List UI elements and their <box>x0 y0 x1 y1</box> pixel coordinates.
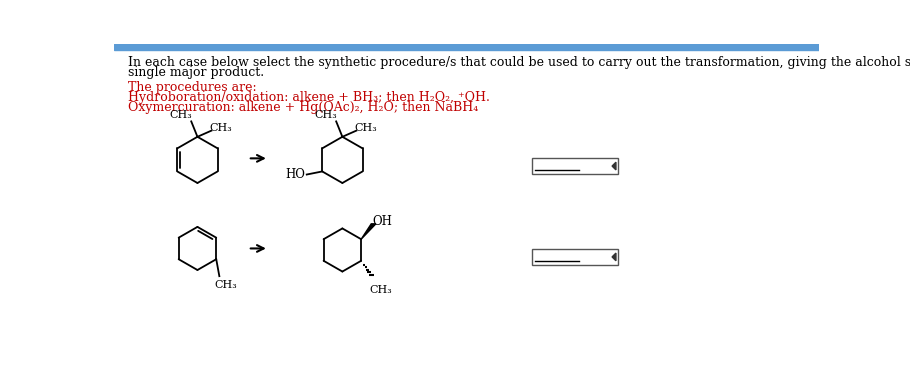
Polygon shape <box>612 162 616 170</box>
Text: single major product.: single major product. <box>127 66 264 79</box>
Bar <box>532 158 618 174</box>
Text: CH₃: CH₃ <box>369 285 391 295</box>
Text: OH: OH <box>372 215 392 228</box>
Bar <box>532 249 618 265</box>
Text: Hydroboration/oxidation: alkene + BH₃; then H₂O₂, ⁺OH.: Hydroboration/oxidation: alkene + BH₃; t… <box>127 91 490 104</box>
Text: HO: HO <box>285 168 305 181</box>
Text: In each case below select the synthetic procedure/s that could be used to carry : In each case below select the synthetic … <box>127 56 910 69</box>
Polygon shape <box>361 224 376 239</box>
Text: CH₃: CH₃ <box>215 280 238 290</box>
Text: CH₃: CH₃ <box>210 123 233 133</box>
Text: CH₃: CH₃ <box>169 110 192 120</box>
Text: Oxymercuration: alkene + Hg(OAc)₂, H₂O; then NaBH₄: Oxymercuration: alkene + Hg(OAc)₂, H₂O; … <box>127 101 478 114</box>
Text: The procedures are:: The procedures are: <box>127 81 257 94</box>
Text: CH₃: CH₃ <box>355 123 378 133</box>
Polygon shape <box>612 253 616 261</box>
Text: CH₃: CH₃ <box>314 110 337 120</box>
Bar <box>114 44 819 50</box>
